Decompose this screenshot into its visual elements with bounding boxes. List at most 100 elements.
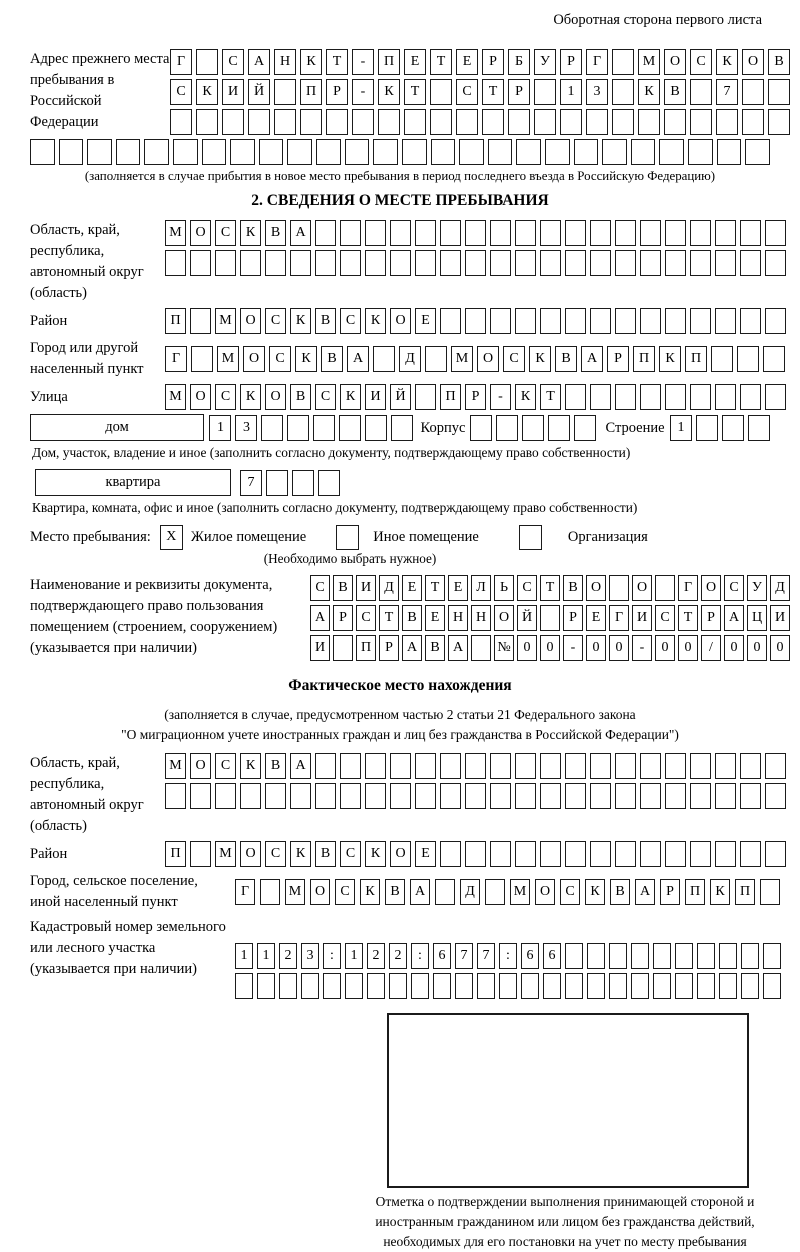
char-box[interactable] [675, 943, 693, 969]
char-box[interactable]: Т [430, 49, 452, 75]
char-box[interactable]: С [310, 575, 330, 601]
char-box[interactable]: Р [326, 79, 348, 105]
char-box[interactable] [659, 139, 685, 165]
char-box[interactable]: Р [508, 79, 530, 105]
char-box[interactable] [333, 635, 353, 661]
char-box[interactable]: А [347, 346, 369, 372]
char-box[interactable] [690, 384, 711, 410]
char-box[interactable]: К [365, 841, 386, 867]
char-box[interactable]: А [635, 879, 655, 905]
char-box[interactable]: С [335, 879, 355, 905]
char-box[interactable] [521, 973, 539, 999]
char-box[interactable] [548, 414, 571, 441]
char-box[interactable]: Ь [494, 575, 514, 601]
char-box[interactable]: С [340, 308, 361, 334]
char-box[interactable]: 7 [477, 943, 495, 969]
char-box[interactable]: 7 [240, 469, 262, 496]
char-box[interactable]: 0 [678, 635, 698, 661]
char-box[interactable] [765, 220, 786, 246]
char-box[interactable]: 3 [235, 414, 258, 441]
char-box[interactable] [373, 346, 395, 372]
char-box[interactable] [365, 220, 386, 246]
char-box[interactable] [323, 973, 341, 999]
char-box[interactable] [261, 414, 284, 441]
char-box[interactable]: : [323, 943, 341, 969]
char-box[interactable] [740, 384, 761, 410]
char-box[interactable] [763, 346, 785, 372]
char-box[interactable] [455, 973, 473, 999]
char-box[interactable]: К [710, 879, 730, 905]
char-box[interactable] [745, 139, 770, 165]
char-box[interactable]: М [285, 879, 305, 905]
char-box[interactable] [615, 841, 636, 867]
char-box[interactable] [638, 109, 660, 135]
char-box[interactable] [565, 753, 586, 779]
char-box[interactable]: 6 [543, 943, 561, 969]
char-box[interactable]: К [240, 753, 261, 779]
char-box[interactable]: А [581, 346, 603, 372]
char-box[interactable]: Г [170, 49, 192, 75]
char-box[interactable] [230, 139, 255, 165]
char-box[interactable] [287, 414, 310, 441]
char-box[interactable] [430, 79, 452, 105]
char-box[interactable]: 3 [301, 943, 319, 969]
char-box[interactable] [696, 414, 718, 441]
char-box[interactable] [590, 384, 611, 410]
char-box[interactable]: А [310, 605, 330, 631]
char-box[interactable] [415, 783, 436, 809]
char-box[interactable] [490, 841, 511, 867]
char-box[interactable]: О [742, 49, 764, 75]
char-box[interactable] [190, 308, 211, 334]
char-box[interactable] [715, 841, 736, 867]
char-box[interactable]: Р [563, 605, 583, 631]
char-box[interactable] [215, 250, 236, 276]
char-box[interactable]: У [747, 575, 767, 601]
char-box[interactable]: О [240, 841, 261, 867]
char-box[interactable] [496, 414, 519, 441]
char-box[interactable]: Р [560, 49, 582, 75]
char-box[interactable]: 1 [345, 943, 363, 969]
char-box[interactable]: М [510, 879, 530, 905]
char-box[interactable]: О [190, 384, 211, 410]
char-box[interactable] [191, 346, 213, 372]
char-box[interactable]: Е [402, 575, 422, 601]
char-box[interactable] [248, 109, 270, 135]
char-box[interactable] [540, 753, 561, 779]
char-box[interactable]: Й [390, 384, 411, 410]
char-box[interactable]: К [659, 346, 681, 372]
checkbox-other-premises[interactable] [336, 524, 360, 550]
char-box[interactable] [470, 414, 493, 441]
char-box[interactable] [690, 250, 711, 276]
char-box[interactable]: Н [448, 605, 468, 631]
char-box[interactable] [265, 250, 286, 276]
char-box[interactable]: 2 [389, 943, 407, 969]
char-box[interactable]: К [585, 879, 605, 905]
char-box[interactable]: С [340, 841, 361, 867]
char-box[interactable] [587, 943, 605, 969]
char-box[interactable]: В [265, 753, 286, 779]
char-box[interactable]: О [586, 575, 606, 601]
char-box[interactable] [609, 575, 629, 601]
char-box[interactable]: 1 [209, 414, 232, 441]
char-box[interactable] [390, 250, 411, 276]
char-box[interactable] [612, 79, 634, 105]
char-box[interactable]: Г [586, 49, 608, 75]
char-box[interactable] [665, 841, 686, 867]
char-box[interactable]: О [265, 384, 286, 410]
char-box[interactable]: - [490, 384, 511, 410]
char-box[interactable] [165, 783, 186, 809]
char-box[interactable] [690, 783, 711, 809]
char-box[interactable] [765, 250, 786, 276]
char-box[interactable]: К [716, 49, 738, 75]
char-box[interactable] [490, 753, 511, 779]
char-box[interactable] [631, 943, 649, 969]
char-box[interactable] [768, 109, 790, 135]
char-box[interactable] [287, 139, 313, 165]
char-box[interactable] [378, 109, 400, 135]
char-box[interactable]: Е [415, 841, 436, 867]
char-box[interactable]: М [165, 384, 186, 410]
char-box[interactable] [590, 250, 611, 276]
char-box[interactable] [615, 783, 636, 809]
char-box[interactable] [740, 783, 761, 809]
char-box[interactable] [367, 973, 385, 999]
